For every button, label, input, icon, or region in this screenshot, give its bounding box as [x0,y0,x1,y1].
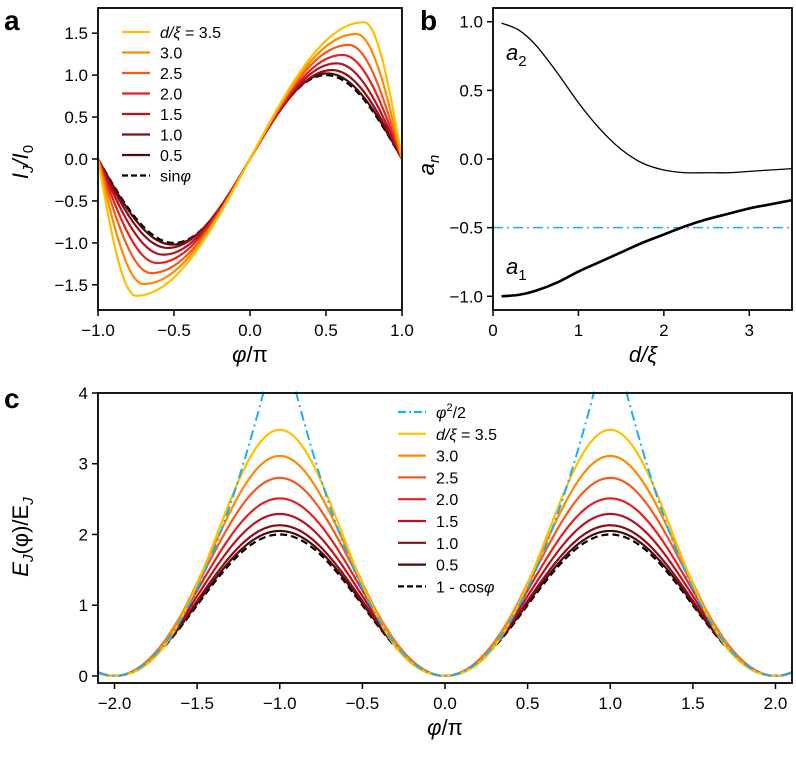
panel-c-y-tick-label: 1 [79,596,88,615]
panel-c-legend-label: 3.0 [436,449,458,466]
panel-c-x-tick-label: −2.0 [98,694,132,713]
panel-a-x-tick-label: 1.0 [390,321,414,340]
panel-c: c −2.0 −1.5 −1.0 −0.5 0.0 0.5 1.0 1.5 2.0 01234 … [4,383,793,740]
panel-c-legend-label: d/ξ = 3.5 [436,427,497,444]
panel-b-series-a2 [501,22,793,174]
panel-c-y-axis-label: EJ(φ)/EJ [8,497,37,577]
panel-c-x-tick-label: 0.5 [516,694,540,713]
panel-a-label: a [4,5,20,36]
panel-a-y-tick-label: 1.5 [64,24,88,43]
panel-c-y-tick-label: 3 [79,455,88,474]
panel-a-x-tick-label: −1.0 [81,321,115,340]
panel-c-legend-label: 1.0 [436,536,458,553]
panel-a-x-ticks: −1.0 −0.5 0.0 0.5 1.0 [81,310,414,340]
panel-a-x-tick-label: 0.5 [314,321,338,340]
panel-c-y-tick-label: 4 [79,384,88,403]
panel-c-parabola [98,391,265,677]
panel-b-curves [493,22,793,298]
panel-a-legend-label: 2.0 [160,87,182,104]
panel-a-legend-label: d/ξ = 3.5 [160,25,221,42]
panel-a-y-tick-label: 1.0 [64,66,88,85]
panel-c-x-tick-label: −1.0 [263,694,297,713]
panel-a-series-3.5 [96,21,404,297]
panel-c-legend-label: 1 - cosφ [436,579,494,596]
panel-b-y-ticks: −1.0 −0.5 0.0 0.5 1.0 [449,13,493,306]
panel-a-legend-label: 1.5 [160,107,182,124]
panel-c-x-tick-label: 1.5 [681,694,705,713]
panel-c-legend-label: 0.5 [436,558,458,575]
panel-c-label: c [4,383,20,414]
panel-c-parabola [294,391,596,677]
panel-a-x-tick-label: −0.5 [157,321,191,340]
panel-c-legend-label: φ2/2 [436,402,466,422]
panel-c-x-tick-label: 2.0 [764,694,788,713]
panel-c-y-tick-label: 0 [79,667,88,686]
panel-c-x-tick-label: −1.5 [180,694,214,713]
panel-a-y-tick-label: 0.5 [64,108,88,127]
panel-b: b 0 1 2 3 −1.0 −0.5 0.0 0.5 1.0 a2 a1 d/ξ an [414,5,793,367]
panel-b-x-axis-label: d/ξ [629,342,658,367]
panel-a-x-tick-label: 0.0 [238,321,262,340]
panel-c-x-tick-label: 0.0 [433,694,457,713]
panel-c-legend-label: 2.0 [436,492,458,509]
panel-a-legend-label: 3.0 [160,46,182,63]
a2-annotation: a2 [506,40,527,70]
panel-b-y-tick-label: 0.0 [459,150,483,169]
a1-annotation: a1 [506,254,527,284]
panel-a-y-tick-label: −0.5 [54,192,88,211]
panel-c-x-ticks: −2.0 −1.5 −1.0 −0.5 0.0 0.5 1.0 1.5 2.0 [98,683,788,713]
panel-a-y-tick-label: −1.5 [54,276,88,295]
panel-b-x-tick-label: 0 [488,321,497,340]
panel-b-label: b [420,5,437,36]
panel-b-y-tick-label: −1.0 [449,287,483,306]
panel-a-legend-label: 1.0 [160,128,182,145]
panel-a-y-axis-label: IJ/I0 [8,145,37,179]
panel-a-y-ticks: −1.5 −1.0 −0.5 0.0 0.5 1.0 1.5 [54,24,98,295]
panel-c-curves [97,391,793,678]
panel-b-y-tick-label: 1.0 [459,13,483,32]
panel-c-legend-label: 1.5 [436,514,458,531]
panel-c-legend: φ2/2 d/ξ = 3.5 3.0 2.5 2.0 1.5 1.0 0.5 1 - cosφ [398,402,497,596]
panel-a-y-tick-label: 0.0 [64,150,88,169]
panel-a-legend: d/ξ = 3.5 3.0 2.5 2.0 1.5 1.0 0.5 sinφ [122,25,221,186]
panel-a-legend-label: sinφ [160,169,191,186]
panel-a-curves [96,21,404,297]
panel-c-series-3.5 [97,428,793,678]
panel-b-x-ticks: 0 1 2 3 [488,310,754,340]
panel-b-frame [492,7,793,311]
panel-a-legend-label: 2.5 [160,66,182,83]
panel-b-y-tick-label: −0.5 [449,219,483,238]
panel-a-x-axis-label: φ/π [232,342,268,367]
panel-b-y-axis-label: an [414,155,443,176]
panel-b-series-a1 [501,198,793,298]
panel-c-legend-label: 2.5 [436,470,458,487]
panel-b-x-tick-label: 1 [574,321,583,340]
panel-c-y-tick-label: 2 [79,525,88,544]
panel-c-x-tick-label: −0.5 [346,694,380,713]
panel-c-series-sinφ [97,533,793,678]
panel-c-y-ticks: 0 1 2 3 4 [79,384,98,686]
panel-c-parabola [625,391,792,677]
panel-c-x-axis-label: φ/π [427,715,463,740]
panel-a-legend-label: 0.5 [160,148,182,165]
panel-a: a −1.0 −0.5 0.0 0.5 1.0 −1.5 −1.0 −0.5 0.0 0.5 1.… [4,5,414,367]
panel-b-x-tick-label: 2 [659,321,668,340]
panel-a-y-tick-label: −1.0 [54,234,88,253]
panel-b-x-tick-label: 3 [745,321,754,340]
panel-b-y-tick-label: 0.5 [459,81,483,100]
panel-c-x-tick-label: 1.0 [598,694,622,713]
